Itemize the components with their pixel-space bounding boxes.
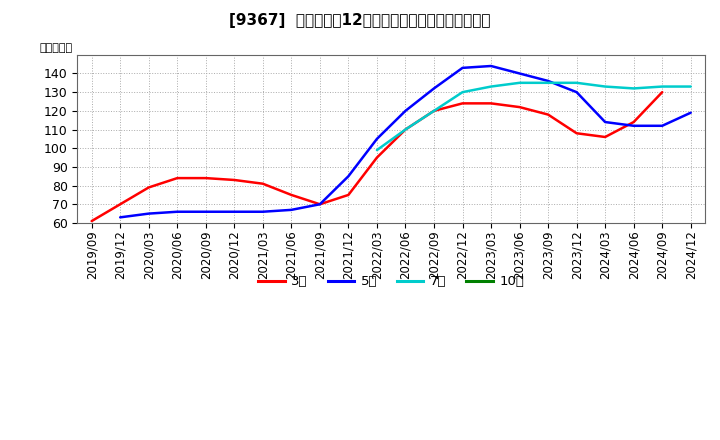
Text: [9367]  当期純利益12か月移動合計の標準偏差の推移: [9367] 当期純利益12か月移動合計の標準偏差の推移 (229, 13, 491, 28)
Legend: 3年, 5年, 7年, 10年: 3年, 5年, 7年, 10年 (253, 270, 529, 294)
Text: （百万円）: （百万円） (40, 43, 73, 53)
